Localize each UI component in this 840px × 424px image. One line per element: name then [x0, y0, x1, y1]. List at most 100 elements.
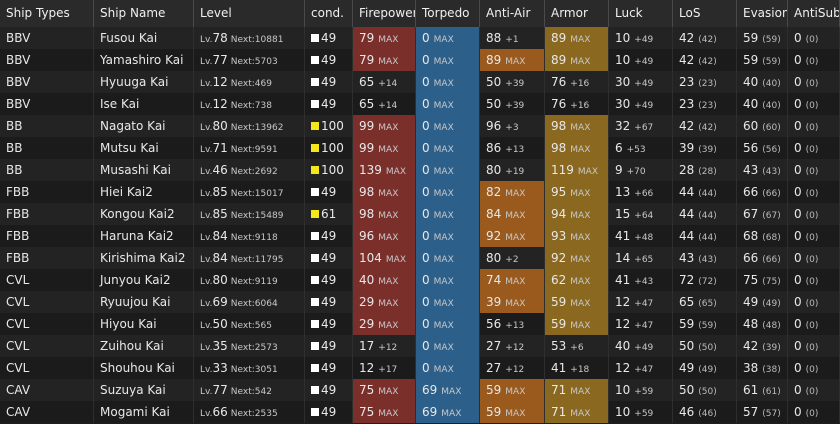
table-row[interactable]: CVL Zuihou Kai Lv.35 Next:2573 49 17 +12 0 MAX 27…: [0, 335, 840, 357]
armor-modifier: MAX: [570, 277, 591, 287]
cell-ship-name: Fusou Kai: [94, 27, 194, 49]
condition-value: 49: [321, 97, 337, 111]
cell-firepower: 29 MAX: [353, 313, 416, 335]
cell-armor: 89 MAX: [545, 49, 609, 71]
anti-air-value: 56: [486, 317, 502, 331]
antisub-value: 0: [794, 339, 802, 353]
cell-ship-types: BBV: [0, 93, 94, 115]
cell-los: 44 (44): [673, 181, 737, 203]
luck-value: 10: [615, 31, 631, 45]
evasion-value: 57: [743, 405, 759, 419]
cell-anti-air: 88 +1: [480, 27, 545, 49]
armor-value: 89: [551, 31, 567, 45]
col-header-torpedo[interactable]: Torpedo: [416, 0, 480, 27]
ship-name: Kirishima Kai2: [100, 251, 186, 265]
next-exp: 11795: [254, 255, 284, 265]
torpedo-value: 0: [422, 97, 430, 111]
ship-name: Zuihou Kai: [100, 339, 164, 353]
col-header-los[interactable]: LoS: [673, 0, 737, 27]
col-header-ship-types[interactable]: Ship Types: [0, 0, 94, 27]
table-row[interactable]: BBV Fusou Kai Lv.78 Next:10881 49 79 MAX 0 MAX 88…: [0, 27, 840, 49]
anti-air-value: 92: [486, 229, 502, 243]
table-row[interactable]: CVL Hiyou Kai Lv.50 Next:565 49 29 MAX 0 MAX 56 +1…: [0, 313, 840, 335]
firepower-value: 98: [359, 207, 375, 221]
col-header-ship-name[interactable]: Ship Name: [94, 0, 194, 27]
antisub-base: (0): [805, 145, 819, 155]
col-header-armor[interactable]: Armor: [545, 0, 609, 27]
table-row[interactable]: BBV Yamashiro Kai Lv.77 Next:5703 49 79 MAX 0 MA…: [0, 49, 840, 71]
cell-luck: 10 +49: [609, 27, 673, 49]
col-header-level[interactable]: Level: [194, 0, 305, 27]
table-row[interactable]: BBV Hyuuga Kai Lv.12 Next:469 49 65 +14 0 MAX 50 +…: [0, 71, 840, 93]
table-row[interactable]: FBB Hiei Kai2 Lv.85 Next:15017 49 98 MAX 0 MAX 82…: [0, 181, 840, 203]
table-row[interactable]: BBV Ise Kai Lv.12 Next:738 49 65 +14 0 MAX 50 +39 7…: [0, 93, 840, 115]
next-prefix: Next:: [230, 343, 255, 353]
col-header-luck[interactable]: Luck: [609, 0, 673, 27]
evasion-base: (60): [762, 123, 781, 133]
next-exp: 2692: [254, 167, 278, 177]
ship-type: FBB: [6, 251, 30, 265]
table-row[interactable]: CAV Mogami Kai Lv.66 Next:2535 49 75 MAX 69 MAX 5…: [0, 401, 840, 423]
ship-name: Ryuujou Kai: [100, 295, 171, 309]
table-row[interactable]: FBB Haruna Kai2 Lv.84 Next:9118 49 96 MAX 0 MAX 9…: [0, 225, 840, 247]
cell-cond: 61: [305, 203, 353, 225]
armor-value: 93: [551, 229, 567, 243]
anti-air-value: 82: [486, 185, 502, 199]
cell-torpedo: 69 MAX: [416, 379, 480, 401]
next-exp: 2573: [254, 343, 278, 353]
anti-air-modifier: +19: [505, 167, 525, 177]
level-prefix: Lv.: [200, 35, 213, 45]
table-row[interactable]: BB Musashi Kai Lv.46 Next:2692 100 139 MAX 0 MAX…: [0, 159, 840, 181]
level-prefix: Lv.: [200, 233, 213, 243]
evasion-value: 40: [743, 97, 759, 111]
cell-firepower: 104 MAX: [353, 247, 416, 269]
torpedo-value: 0: [422, 141, 430, 155]
antisub-base: (0): [805, 255, 819, 265]
level-prefix: Lv.: [200, 79, 213, 89]
armor-value: 59: [551, 295, 567, 309]
table-row[interactable]: BB Nagato Kai Lv.80 Next:13962 100 99 MAX 0 MAX 9…: [0, 115, 840, 137]
cell-armor: 98 MAX: [545, 137, 609, 159]
col-header-evasion[interactable]: Evasion: [737, 0, 788, 27]
antisub-value: 0: [794, 251, 802, 265]
firepower-modifier: MAX: [385, 255, 406, 265]
los-base: (50): [698, 343, 717, 353]
armor-modifier: MAX: [570, 57, 591, 67]
firepower-modifier: MAX: [378, 277, 399, 287]
col-header-antisub[interactable]: AntiSub: [788, 0, 840, 27]
ship-name: Junyou Kai2: [100, 273, 171, 287]
armor-value: 71: [551, 405, 567, 419]
firepower-value: 29: [359, 317, 375, 331]
table-row[interactable]: FBB Kongou Kai2 Lv.85 Next:15489 61 98 MAX 0 MAX…: [0, 203, 840, 225]
table-row[interactable]: BB Mutsu Kai Lv.71 Next:9591 100 99 MAX 0 MAX 86 +…: [0, 137, 840, 159]
cell-luck: 30 +49: [609, 93, 673, 115]
table-row[interactable]: CVL Shouhou Kai Lv.33 Next:3051 49 12 +17 0 MAX 2…: [0, 357, 840, 379]
anti-air-value: 50: [486, 75, 502, 89]
condition-indicator-icon: [311, 320, 319, 328]
torpedo-value: 0: [422, 207, 430, 221]
level-prefix: Lv.: [200, 365, 213, 375]
cell-cond: 100: [305, 159, 353, 181]
cell-anti-air: 96 +3: [480, 115, 545, 137]
col-header-cond[interactable]: cond.: [305, 0, 353, 27]
table-row[interactable]: CVL Ryuujou Kai Lv.69 Next:6064 49 29 MAX 0 MAX 3…: [0, 291, 840, 313]
cell-los: 46 (46): [673, 401, 737, 423]
table-row[interactable]: CAV Suzuya Kai Lv.77 Next:542 49 75 MAX 69 MAX 59…: [0, 379, 840, 401]
col-header-anti-air[interactable]: Anti-Air: [480, 0, 545, 27]
cell-antisub: 0 (0): [788, 27, 840, 49]
anti-air-modifier: +13: [505, 321, 525, 331]
cell-ship-name: Haruna Kai2: [94, 225, 194, 247]
cell-cond: 49: [305, 27, 353, 49]
condition-indicator-icon: [311, 408, 319, 416]
table-row[interactable]: CVL Junyou Kai2 Lv.80 Next:9119 49 40 MAX 0 MAX 7…: [0, 269, 840, 291]
level-value: 33: [212, 361, 228, 375]
evasion-base: (59): [762, 35, 781, 45]
torpedo-modifier: MAX: [433, 321, 454, 331]
firepower-modifier: MAX: [378, 57, 399, 67]
table-row[interactable]: FBB Kirishima Kai2 Lv.84 Next:11795 49 104 MAX…: [0, 247, 840, 269]
level-value: 78: [212, 31, 228, 45]
cell-luck: 9 +70: [609, 159, 673, 181]
cell-evasion: 68 (68): [737, 225, 788, 247]
col-header-firepower[interactable]: Firepower: [353, 0, 416, 27]
anti-air-value: 27: [486, 361, 502, 375]
